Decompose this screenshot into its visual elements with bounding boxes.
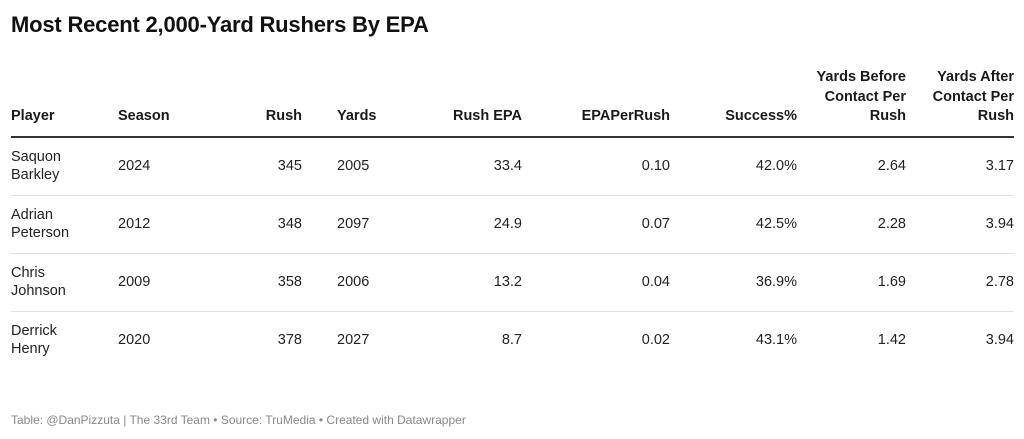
yards-before-contact-cell: 2.28 [797,195,906,254]
success-cell: 43.1% [755,332,797,348]
yards-after-contact-cell: 2.78 [906,253,1014,312]
rush-epa-cell: 24.9 [382,195,522,254]
player-name: Derrick Henry [11,323,57,357]
season-cell: 2009 [118,253,198,312]
epa-per-rush-cell: 0.07 [522,195,670,254]
yards-cell: 2027 [337,332,370,348]
yards-cell: 2006 [302,253,382,312]
yards-cell: 2005 [302,136,382,196]
column-header-epa-per-rush: EPAPerRush [522,68,670,138]
chart-title: Most Recent 2,000-Yard Rushers By EPA [11,12,429,37]
yards-after-contact-cell: 3.94 [985,332,1014,348]
table-row: Saquon Barkley 2024 345 2005 33.4 0.10 4… [11,136,1014,196]
yards-before-contact-cell: 1.42 [877,332,906,348]
player-cell: Chris Johnson [11,253,118,312]
yards-after-contact-cell: 3.17 [906,136,1014,196]
success-cell: 42.5% [670,195,797,254]
rush-epa-cell: 33.4 [382,136,522,196]
column-header-yards-before-contact: Yards Before Contact Per Rush [797,68,906,138]
success-cell: 36.9% [670,253,797,312]
yards-before-contact-cell: 1.69 [797,253,906,312]
yards-cell: 2097 [302,195,382,254]
player-name: Saquon Barkley [11,149,61,183]
column-header-season: Season [118,68,198,138]
source-footer: Table: @DanPizzuta | The 33rd Team • Sou… [11,413,466,427]
player-cell: Adrian Peterson [11,195,118,254]
rush-cell: 345 [198,136,302,196]
column-header-yards: Yards [302,68,382,138]
player-cell: Saquon Barkley [11,136,118,196]
column-header-player: Player [11,68,118,138]
season-cell: 2020 [118,332,151,348]
rush-cell: 358 [198,253,302,312]
season-cell: 2012 [118,195,198,254]
column-header-rush-epa: Rush EPA [382,68,522,138]
table-row: Derrick Henry 2020 378 2027 8.7 0.02 43.… [11,311,1014,369]
epa-per-rush-cell: 0.04 [522,253,670,312]
column-header-rush: Rush [198,68,302,138]
rushers-table: Player Season Rush Yards Rush EPA EPAPer… [11,68,1014,369]
epa-per-rush-cell: 0.10 [522,136,670,196]
epa-per-rush-cell: 0.02 [641,332,670,348]
rush-cell: 378 [277,332,302,348]
yards-before-contact-cell: 2.64 [797,136,906,196]
yards-after-contact-cell: 3.94 [906,195,1014,254]
season-cell: 2024 [118,136,198,196]
rush-epa-cell: 8.7 [501,332,522,348]
rush-cell: 348 [198,195,302,254]
header-row: Player Season Rush Yards Rush EPA EPAPer… [11,68,1014,138]
player-cell: Derrick Henry [11,311,118,369]
player-name: Chris Johnson [11,265,66,299]
rush-epa-cell: 13.2 [382,253,522,312]
success-cell: 42.0% [670,136,797,196]
table-row: Adrian Peterson 2012 348 2097 24.9 0.07 … [11,195,1014,254]
table-row: Chris Johnson 2009 358 2006 13.2 0.04 36… [11,253,1014,312]
column-header-yards-after-contact: Yards After Contact Per Rush [906,68,1014,138]
column-header-success: Success% [670,68,797,138]
player-name: Adrian Peterson [11,207,70,241]
